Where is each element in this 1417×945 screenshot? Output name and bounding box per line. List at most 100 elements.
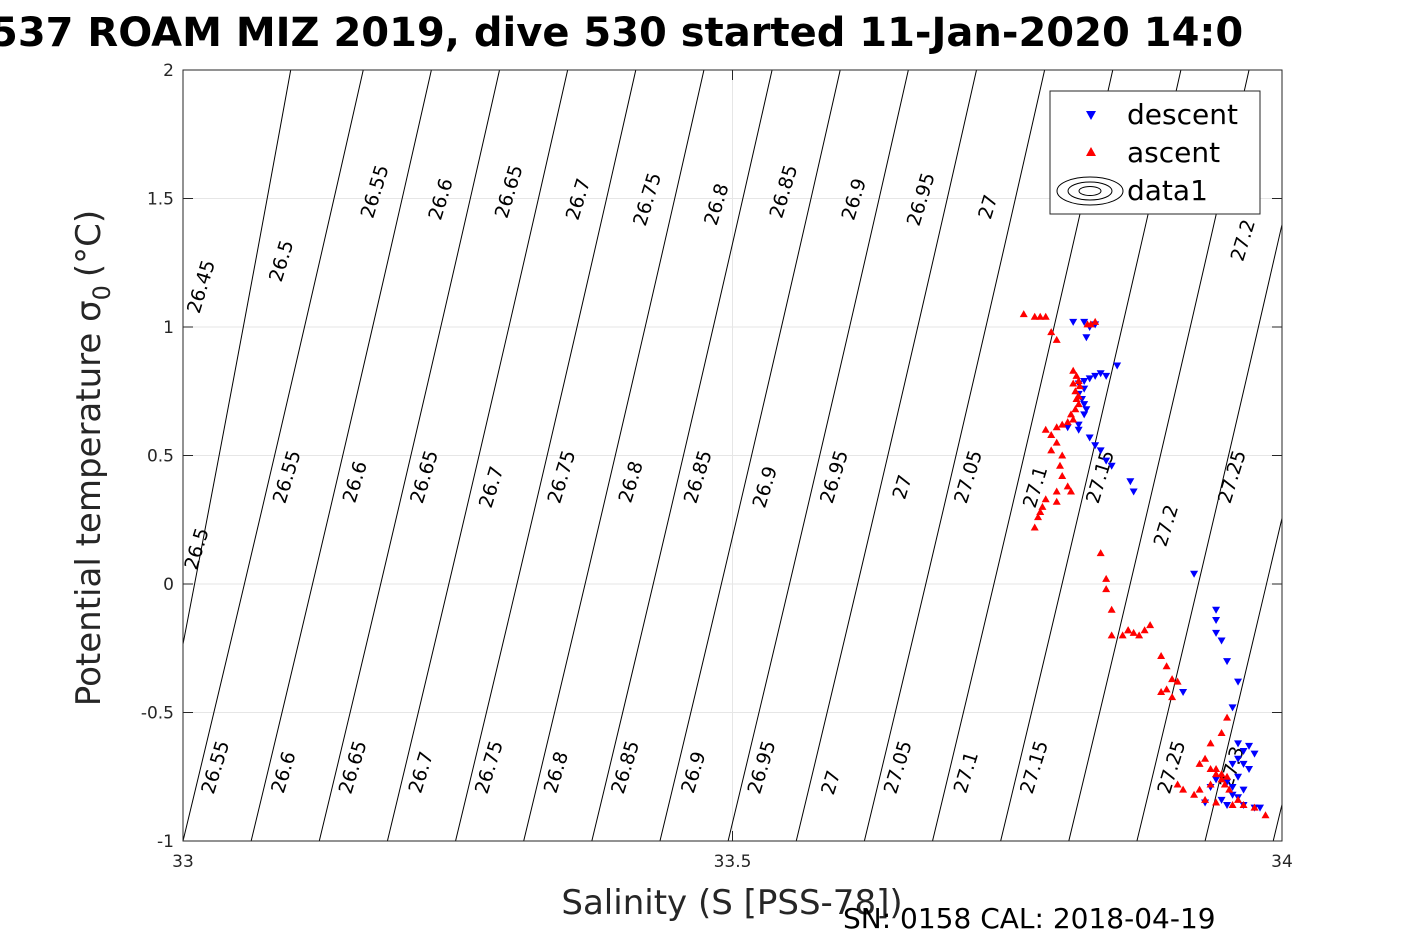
ascent-point <box>1038 502 1047 510</box>
ascent-point <box>1212 770 1221 778</box>
legend: descent ascent data1 <box>1049 90 1261 215</box>
ascent-point <box>1168 693 1177 701</box>
descent-point <box>1080 377 1089 385</box>
y-axis-label-main: Potential temperature σ <box>69 300 109 706</box>
y-tick-label: 1.5 <box>147 190 174 210</box>
ascent-point <box>1096 549 1105 557</box>
descent-point <box>1212 629 1221 637</box>
ascent-point <box>1212 798 1221 806</box>
descent-point <box>1080 401 1089 409</box>
descent-point <box>1069 318 1078 326</box>
contour-line-26.45 <box>183 70 292 647</box>
y-tick-label: -1 <box>157 832 174 852</box>
descent-point <box>1091 372 1100 380</box>
chart-title: 537 ROAM MIZ 2019, dive 530 started 11-J… <box>0 10 1243 56</box>
ascent-point <box>1206 780 1215 788</box>
ascent-point <box>1201 795 1210 803</box>
legend-contour-icon <box>1056 176 1124 206</box>
y-tick-label: 1 <box>163 318 174 338</box>
ascent-point <box>1041 495 1050 503</box>
ascent-point <box>1063 482 1072 490</box>
ascent-point <box>1217 729 1226 737</box>
ascent-point <box>1052 335 1061 343</box>
descent-point <box>1223 802 1232 810</box>
ascent-point <box>1157 651 1166 659</box>
ascent-point <box>1052 487 1061 495</box>
ascent-point <box>1036 508 1045 516</box>
descent-point <box>1102 457 1111 465</box>
contour-line-27.3 <box>1272 802 1282 841</box>
ascent-point <box>1107 631 1116 639</box>
x-tick-label: 33.5 <box>714 852 752 872</box>
ascent-point <box>1056 461 1065 469</box>
ascent-point <box>1047 328 1056 336</box>
ascent-point <box>1107 605 1116 613</box>
y-axis-label-sub: 0 <box>88 285 116 300</box>
svg-text:Potential temperature σ0(°C): Potential temperature σ0 (°C) <box>69 210 116 706</box>
ascent-point <box>1179 785 1188 793</box>
ascent-point <box>1034 513 1043 521</box>
descent-point <box>1228 791 1237 799</box>
descent-point <box>1102 372 1111 380</box>
ascent-point <box>1074 400 1083 408</box>
descent-point <box>1234 678 1243 686</box>
ascent-point <box>1129 628 1138 636</box>
ascent-point <box>1083 320 1092 328</box>
ascent-point <box>1173 677 1182 685</box>
ascent-point <box>1190 790 1199 798</box>
ascent-point <box>1102 585 1111 593</box>
descent-point <box>1085 434 1094 442</box>
descent-point <box>1074 421 1083 429</box>
ascent-point <box>1124 626 1133 634</box>
ascent-point <box>1206 765 1215 773</box>
ascent-point <box>1075 382 1084 390</box>
ascent-point <box>1041 425 1050 433</box>
ascent-point <box>1063 418 1072 426</box>
ascent-point <box>1069 379 1078 387</box>
descent-point <box>1234 740 1243 748</box>
legend-ascent-marker <box>1086 147 1096 156</box>
y-axis-label-unit: (°C) <box>69 210 109 277</box>
descent-point <box>1129 488 1138 496</box>
ascent-point <box>1072 394 1081 402</box>
ascent-point <box>1162 685 1171 693</box>
ascent-point <box>1173 780 1182 788</box>
ascent-point <box>1058 420 1067 428</box>
ascent-point <box>1223 713 1232 721</box>
ascent-point <box>1052 497 1061 505</box>
legend-descent-marker <box>1086 111 1096 120</box>
descent-point <box>1245 766 1254 774</box>
ascent-point <box>1066 487 1075 495</box>
descent-point <box>1234 773 1243 781</box>
ascent-point <box>1118 631 1127 639</box>
descent-point <box>1245 742 1254 750</box>
legend-ascent-label: ascent <box>1127 136 1220 169</box>
ascent-point <box>1069 366 1078 374</box>
ascent-point <box>1195 785 1204 793</box>
descent-point <box>1091 442 1100 450</box>
legend-descent-label: descent <box>1127 98 1238 131</box>
ascent-point <box>1201 754 1210 762</box>
ascent-point <box>1225 785 1234 793</box>
ascent-point <box>1071 405 1080 413</box>
ascent-point <box>1168 675 1177 683</box>
descent-point <box>1217 637 1226 645</box>
descent-point <box>1217 796 1226 804</box>
ascent-point <box>1047 446 1056 454</box>
ascent-point <box>1074 376 1083 384</box>
descent-point <box>1223 778 1232 786</box>
ascent-point <box>1162 662 1171 670</box>
ascent-point <box>1261 811 1270 819</box>
ascent-point <box>1140 626 1149 634</box>
ascent-point <box>1052 423 1061 431</box>
ascent-point <box>1047 430 1056 438</box>
ascent-point <box>1071 387 1080 395</box>
ascent-point <box>1041 312 1050 320</box>
contour-line-26.75 <box>523 70 705 841</box>
contour-line-26.65 <box>386 70 569 841</box>
y-axis-ticks: -1 -0.5 0 0.5 1 1.5 2 <box>141 61 1282 852</box>
ascent-point <box>1212 765 1221 773</box>
descent-point <box>1228 704 1237 712</box>
descent-point <box>1082 406 1091 414</box>
